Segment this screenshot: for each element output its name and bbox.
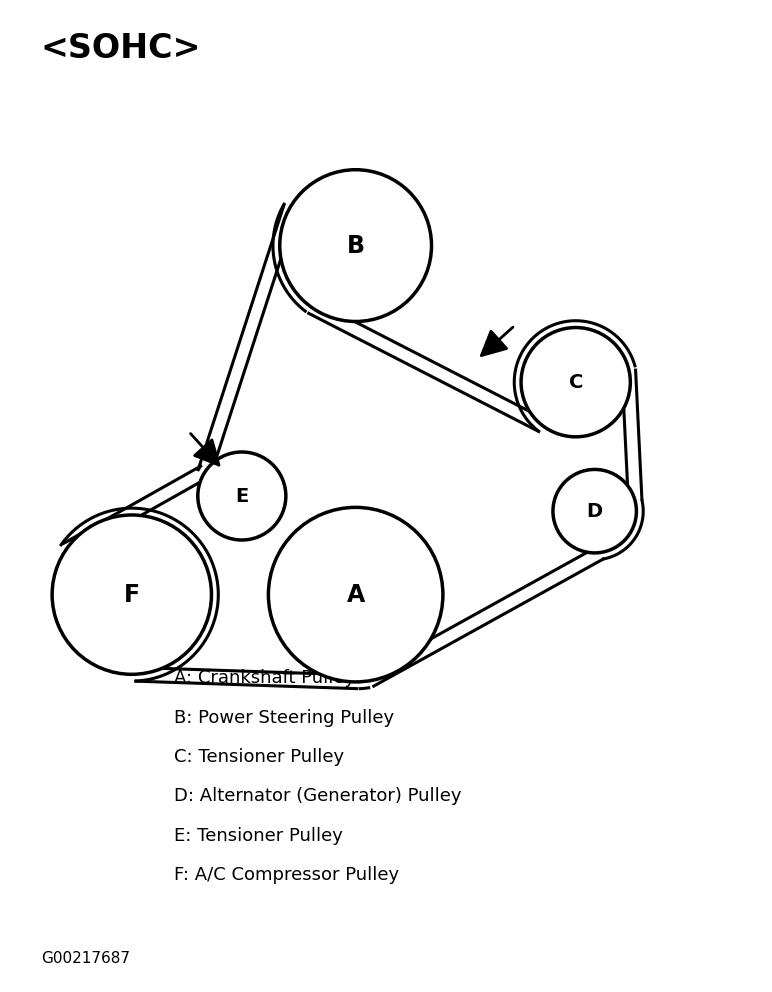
Text: E: Tensioner Pulley: E: Tensioner Pulley	[174, 827, 343, 845]
Text: C: Tensioner Pulley: C: Tensioner Pulley	[174, 748, 344, 766]
Text: <SOHC>: <SOHC>	[41, 32, 201, 64]
Circle shape	[279, 170, 432, 321]
Text: D: D	[587, 502, 603, 521]
Text: G00217687: G00217687	[41, 951, 130, 966]
Circle shape	[521, 327, 630, 436]
Text: C: C	[568, 373, 583, 392]
Circle shape	[553, 469, 636, 553]
Circle shape	[52, 515, 212, 675]
Text: F: A/C Compressor Pulley: F: A/C Compressor Pulley	[174, 866, 398, 885]
Text: B: Power Steering Pulley: B: Power Steering Pulley	[174, 708, 394, 726]
Text: D: Alternator (Generator) Pulley: D: Alternator (Generator) Pulley	[174, 788, 461, 806]
Circle shape	[198, 452, 286, 540]
Text: A: A	[347, 582, 365, 607]
Text: B: B	[347, 233, 364, 258]
Text: A: Crankshaft Pulley: A: Crankshaft Pulley	[174, 670, 354, 687]
Circle shape	[269, 507, 443, 682]
Text: F: F	[124, 582, 140, 607]
Text: E: E	[235, 486, 249, 506]
